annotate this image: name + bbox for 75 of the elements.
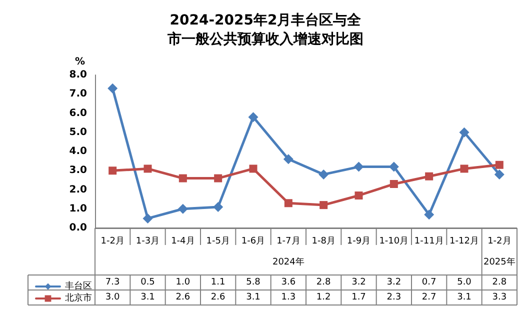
legend-label: 丰台区 — [65, 280, 92, 292]
y-tick-label: 0.0 — [69, 222, 88, 234]
data-label: 1.0 — [176, 278, 190, 288]
point — [494, 169, 504, 180]
point — [248, 112, 258, 122]
chart-title: 2024-2025年2月丰台区与全市一般公共预算收入增速对比图 — [166, 12, 364, 48]
point — [144, 164, 152, 173]
point — [249, 164, 258, 173]
point — [283, 154, 294, 164]
point — [390, 180, 398, 188]
point — [354, 191, 363, 200]
data-label: 3.6 — [281, 278, 296, 288]
point — [460, 164, 468, 173]
x-tick-label: 1-10月 — [379, 236, 409, 246]
data-label: 3.1 — [457, 292, 472, 302]
point — [142, 213, 153, 224]
text: 2024年 — [272, 256, 304, 268]
data-label: 5.8 — [246, 278, 261, 288]
point — [178, 204, 188, 214]
data-label: 2.7 — [422, 292, 436, 302]
data-label: 7.3 — [105, 278, 120, 288]
y-tick-label: 2.0 — [69, 184, 88, 196]
y-tick-label: 3.0 — [69, 165, 88, 176]
y-tick-label: 5.0 — [69, 126, 88, 138]
x-tick-label: 1-5月 — [206, 236, 230, 246]
text: 2025年 — [483, 256, 516, 268]
point — [213, 202, 224, 212]
data-label: 2.8 — [316, 278, 332, 288]
data-label: 0.5 — [140, 278, 155, 288]
data-label: 2.8 — [492, 278, 507, 288]
y-tick-label: 8.0 — [69, 70, 88, 80]
data-label: 3.2 — [352, 278, 366, 288]
point — [284, 199, 292, 208]
data-label: 0.7 — [422, 278, 436, 288]
point — [354, 162, 364, 172]
x-tick-label: 1-2月 — [488, 236, 512, 246]
y-axis-title: % — [74, 56, 85, 68]
data-label: 3.1 — [246, 292, 260, 302]
data-label: 2.3 — [386, 292, 402, 302]
point — [318, 169, 329, 180]
data-label: 2.6 — [210, 292, 226, 302]
x-tick-label: 1-12月 — [450, 236, 479, 246]
data-label: 1.3 — [281, 292, 296, 302]
data-label: 1.2 — [316, 292, 331, 302]
y-tick-label: 7.0 — [69, 88, 88, 100]
point — [495, 160, 504, 169]
x-tick-label: 1-9月 — [346, 236, 371, 246]
data-label: 2.6 — [176, 292, 190, 302]
point — [459, 127, 470, 138]
data-label: 5.0 — [457, 278, 472, 288]
x-tick-label: 1-7月 — [276, 236, 300, 246]
x-tick-label: 1-8月 — [312, 236, 336, 246]
point — [424, 210, 434, 220]
data-label: 3.2 — [386, 278, 402, 288]
x-tick-label: 1-3月 — [136, 236, 160, 246]
x-tick-label: 1-4月 — [171, 236, 195, 246]
x-tick-label: 1-11月 — [414, 236, 444, 246]
point — [320, 201, 328, 210]
x-tick-label: 1-2月 — [100, 236, 124, 246]
y-tick-label: 4.0 — [69, 146, 88, 157]
data-label: 3.1 — [140, 292, 155, 302]
y-tick-label: 1.0 — [69, 203, 88, 214]
point — [388, 162, 399, 172]
y-tick-label: 6.0 — [69, 108, 88, 119]
point — [108, 83, 118, 94]
data-label: 1.1 — [210, 278, 226, 288]
x-tick-label: 1-6月 — [241, 236, 266, 246]
data-label: 1.7 — [352, 292, 366, 302]
data-label: 3.0 — [105, 292, 120, 302]
point — [214, 174, 222, 182]
data-label: 3.3 — [492, 292, 507, 302]
legend-label: 北京市 — [65, 292, 92, 304]
point — [178, 174, 187, 182]
point — [108, 166, 117, 175]
point — [425, 172, 434, 180]
